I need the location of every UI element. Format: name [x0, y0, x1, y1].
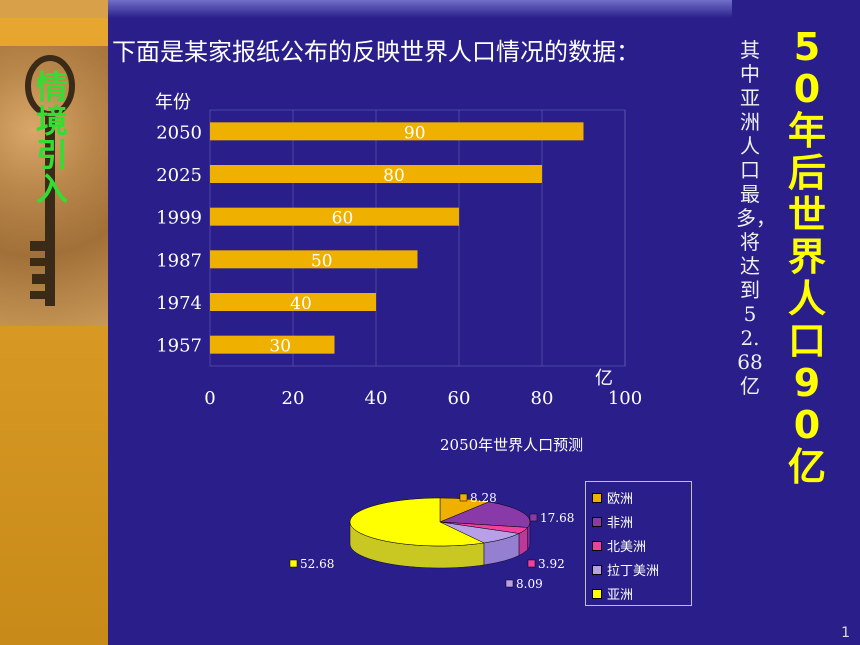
pie-label-swatch — [527, 559, 536, 568]
legend-label: 拉丁美洲 — [607, 564, 660, 579]
left-top-band — [0, 0, 108, 18]
legend-swatch — [592, 564, 602, 575]
pie-data-label: 52.68 — [300, 557, 334, 571]
legend-swatch — [592, 588, 602, 599]
legend-item-非洲: 非洲 — [592, 512, 633, 531]
pie-slice-非洲 — [439, 501, 531, 528]
bar-data-label: 90 — [404, 123, 426, 143]
legend-label: 北美洲 — [607, 540, 647, 555]
bar-1987 — [210, 250, 418, 269]
legend-swatch — [592, 492, 602, 503]
pie-data-label: 17.68 — [540, 511, 574, 525]
legend-item-拉丁美洲: 拉丁美洲 — [592, 560, 659, 579]
pie-data-label: 8.28 — [470, 491, 497, 505]
population-pie-chart: 8.28 17.68 3.92 8.09 52.68 — [289, 491, 574, 591]
key-icon — [25, 55, 75, 306]
x-axis-label: 亿 — [595, 368, 613, 389]
pie-data-label: 8.09 — [516, 577, 543, 591]
page-title: 下面是某家报纸公布的反映世界人口情况的数据： — [112, 38, 640, 66]
bar-data-label: 60 — [332, 209, 354, 229]
bar-data-label: 40 — [290, 294, 312, 314]
y-tick-label: 2025 — [156, 165, 202, 186]
legend-item-欧洲: 欧洲 — [592, 488, 633, 507]
y-tick-label: 2050 — [156, 122, 202, 143]
legend-item-亚洲: 亚洲 — [592, 584, 633, 603]
y-tick-label: 1999 — [156, 208, 202, 229]
pie-title: 2050年世界人口预测 — [440, 436, 584, 454]
pie-label-swatch — [459, 493, 468, 502]
plot-area — [209, 109, 626, 367]
y-tick-label: 1957 — [156, 336, 202, 357]
pie-legend: 欧洲非洲北美洲拉丁美洲亚洲 — [585, 481, 692, 606]
legend-label: 欧洲 — [607, 492, 634, 507]
legend-item-北美洲: 北美洲 — [592, 536, 646, 555]
legend-label: 非洲 — [607, 516, 634, 531]
highlight-text: 50年后世界人口90亿 — [787, 25, 826, 489]
bar-data-label: 30 — [269, 337, 291, 357]
x-tick-label: 60 — [448, 388, 471, 409]
legend-swatch — [592, 516, 602, 527]
y-tick-label: 1974 — [156, 293, 202, 314]
bar-1974 — [210, 293, 376, 311]
legend-label: 亚洲 — [607, 588, 634, 603]
population-bar-chart: 0 20 40 60 80 100 2050 90 2025 80 1999 60 1987 50 1974… — [155, 92, 642, 409]
x-tick-label: 40 — [365, 388, 388, 409]
pie-data-label: 3.92 — [538, 557, 565, 571]
bar-data-label: 50 — [311, 251, 333, 271]
x-tick-label: 100 — [608, 388, 642, 409]
x-tick-label: 0 — [204, 388, 215, 409]
x-tick-label: 80 — [531, 388, 554, 409]
bar-2025 — [210, 165, 542, 183]
right-panel — [732, 0, 860, 645]
pie-slice-亚洲 — [349, 497, 485, 547]
side-note: 其中亚洲人口最多，将达到52.68亿 — [736, 38, 776, 398]
legend-swatch — [592, 540, 602, 551]
bar-1999 — [210, 207, 459, 226]
pie-label-swatch — [289, 559, 298, 568]
bar-2050 — [210, 122, 584, 141]
bar-data-label: 80 — [383, 166, 405, 186]
page-number: 1 — [841, 625, 850, 641]
y-axis-label: 年份 — [155, 92, 191, 113]
bar-1957 — [210, 335, 335, 354]
pie-label-swatch — [529, 513, 538, 522]
y-tick-label: 1987 — [156, 250, 202, 271]
top-band — [108, 0, 860, 18]
scenario-intro-label: 情境引入 — [35, 68, 68, 208]
x-tick-label: 20 — [282, 388, 305, 409]
pie-label-swatch — [505, 579, 514, 588]
